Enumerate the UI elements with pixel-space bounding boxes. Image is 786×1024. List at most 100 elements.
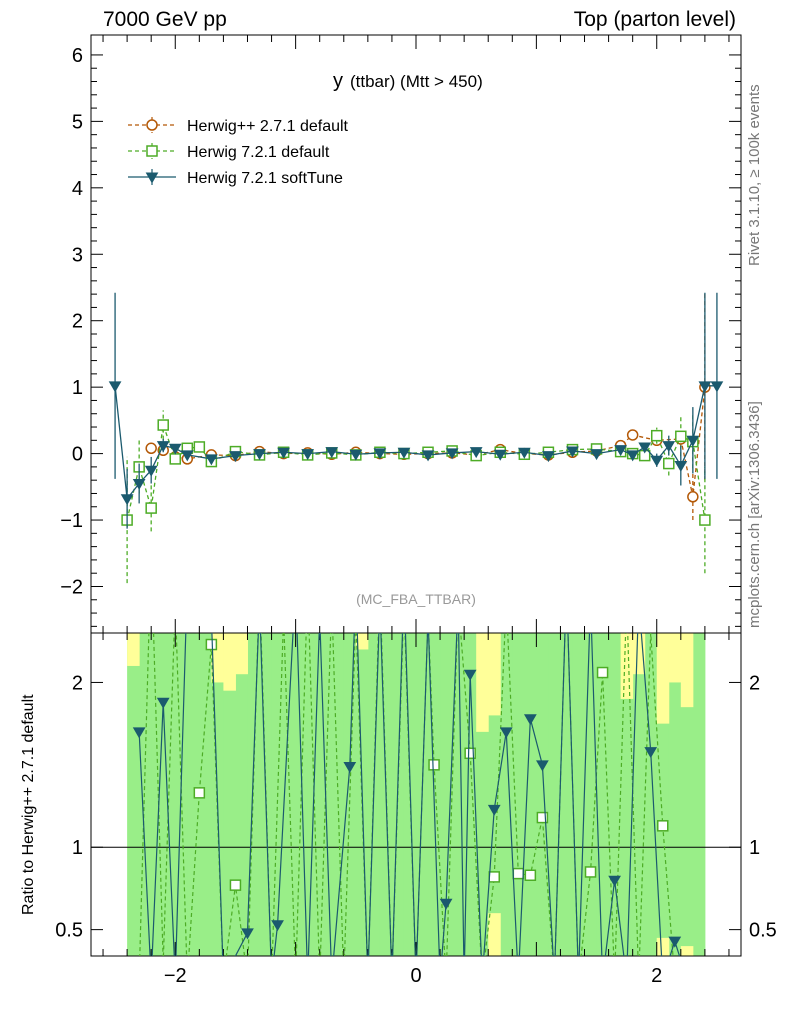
y-tick-label: 0 [72,444,83,466]
ratio-data-point [193,787,206,799]
ratio-band-green [572,633,586,956]
data-point [253,449,266,461]
ratio-data-point [229,879,242,891]
data-point [710,381,724,393]
ratio-band-yellow [476,633,489,732]
y-tick-label: 2 [72,311,83,333]
series-0 [145,294,711,521]
ratio-data-point [584,866,597,878]
ratio-data-point [608,875,621,887]
ratio-data-point [523,714,537,726]
ratio-band-green [644,633,658,956]
ratio-y-tick-label: 0.5 [55,920,83,942]
data-point [698,381,712,393]
chart-title-sub: (ttbar) (Mtt > 450) [350,72,483,91]
data-point [145,442,157,455]
data-point [493,449,507,461]
data-point [614,445,627,457]
legend: Herwig++ 2.7.1 default Herwig 7.2.1 defau… [128,117,349,187]
y-tick-label: 4 [72,178,83,200]
ratio-band-green [235,633,248,956]
ratio-band-yellow [488,913,501,956]
data-point [397,447,411,459]
data-point [108,381,122,393]
ratio-band-green [151,633,164,956]
x-tick-label: −2 [164,965,187,987]
ratio-band-green [452,633,465,956]
ratio-data-point [439,898,453,910]
data-point [421,450,435,462]
data-point [626,429,639,441]
y-tick-label: 3 [72,244,83,266]
ratio-band-green [668,633,682,956]
ratio-band-green [139,633,152,956]
data-point [674,461,688,473]
chart-title-var: y [333,70,343,92]
data-point [650,429,663,442]
series-2 [108,292,724,529]
ratio-data-point [596,666,609,679]
ratio-band-green [163,633,176,956]
ratio-data-point [536,760,549,772]
data-point [145,502,157,514]
legend-label: Herwig 7.2.1 softTune [187,170,343,187]
data-point [193,441,206,453]
header-right: Top (parton level) [573,8,736,31]
series-line [126,424,706,521]
ratio-y-tick-label-right: 0.5 [749,920,777,942]
legend-marker [146,119,158,131]
data-point [699,514,711,526]
data-point [663,457,675,470]
ratio-y-tick-label: 1 [72,837,83,859]
y-tick-label: 6 [72,45,83,67]
ratio-band-yellow [668,633,682,683]
ratio-data-point [524,869,537,881]
series-line [114,385,717,501]
ratio-band-yellow [355,633,369,650]
ratio-band-yellow [127,633,140,666]
ratio-band-green [512,633,525,956]
data-point [590,449,603,461]
data-point [638,442,652,454]
ratio-band-green [680,633,694,956]
ratio-data-point [241,928,254,940]
ratio-data-point [343,761,357,773]
ratio-data-point [464,747,476,760]
ratio-data-point [499,727,513,739]
legend-marker [145,172,159,184]
ratio-data-point [536,811,549,824]
data-point [517,447,531,459]
ratio-y-tick-label-right: 1 [749,837,760,859]
x-tick-label: 2 [651,965,662,987]
data-point [301,449,315,461]
y-tick-label: 5 [72,111,83,133]
ratio-band-green [560,633,573,956]
ratio-band-yellow [620,633,634,699]
data-point [373,448,387,460]
ratio-band-yellow [656,633,670,724]
data-point [626,450,640,462]
data-point [156,441,170,453]
series-1 [121,410,711,584]
ratio-data-point [487,804,501,816]
y-tick-label: −1 [60,510,83,532]
ratio-data-point [428,759,440,771]
legend-label: Herwig++ 2.7.1 default [187,118,349,135]
data-point [650,455,664,467]
ratio-data-point [205,638,218,651]
ratio-band-green [247,633,261,956]
ratio-band-yellow [235,633,248,675]
ratio-data-point [668,936,682,948]
data-point [132,479,146,490]
ratio-data-point [644,747,658,759]
ratio-band-yellow [680,946,694,956]
data-point [686,435,700,447]
ratio-y-tick-label: 2 [72,672,83,694]
ratio-data-point [512,867,525,880]
mcplots-label: mcplots.cern.ch [arXiv:1306.3436] [746,401,763,628]
ratio-band-green [524,633,537,956]
ratio-band-yellow [656,937,670,956]
ratio-band-green [500,633,513,956]
ratio-data-point [132,727,146,739]
